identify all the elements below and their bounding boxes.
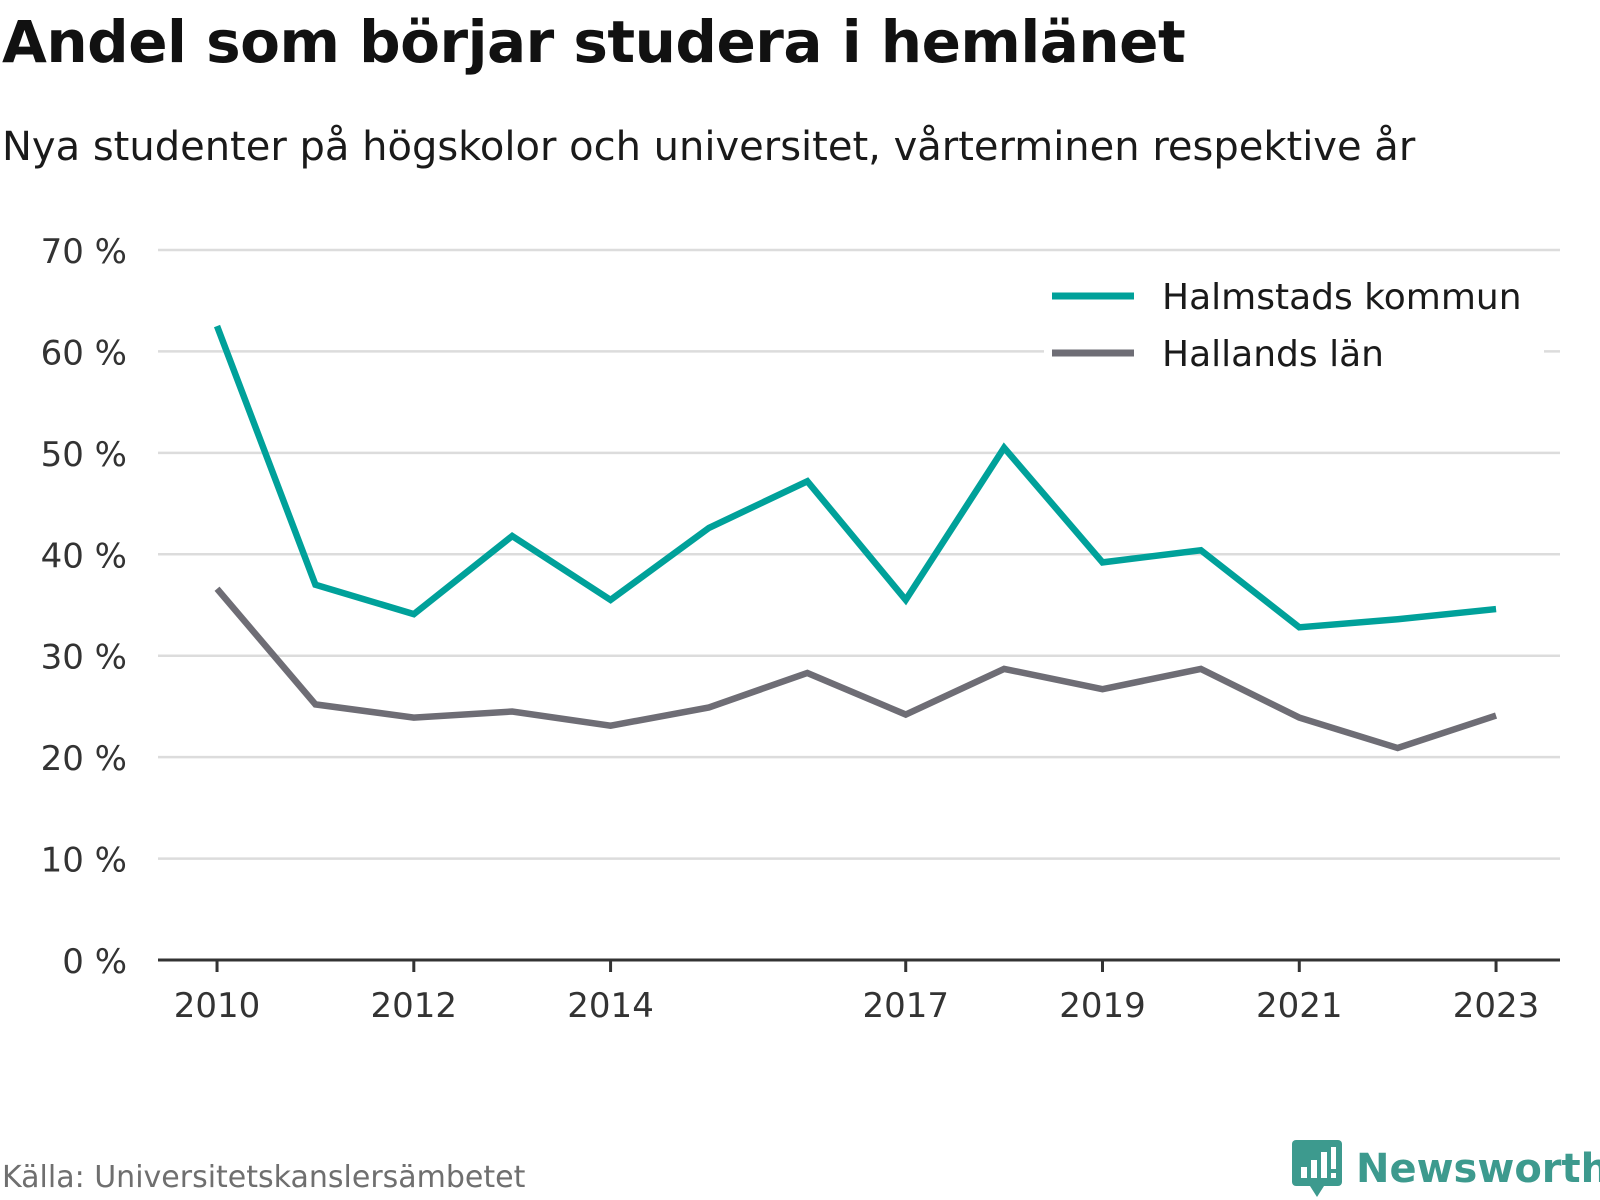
x-tick-label: 2014 <box>567 986 654 1026</box>
x-tick-label: 2010 <box>174 986 261 1026</box>
x-tick-label: 2021 <box>1256 986 1343 1026</box>
series-line-1 <box>213 324 1497 631</box>
legend-background <box>1044 266 1544 318</box>
legend-label: Hallands län <box>1162 334 1384 375</box>
line-chart: 0 % 10 % 20 % 30 % 40 % 50 % 60 % 70 % 2010 2012… <box>41 232 1560 1026</box>
legend-label: Halmstads kommun <box>1162 277 1522 318</box>
chart-title: Andel som börjar studera i hemlänet <box>2 8 1186 76</box>
x-tick-label: 2012 <box>371 986 458 1026</box>
legend-background <box>1044 323 1544 375</box>
series-lines <box>213 324 1498 752</box>
y-tick-label: 50 % <box>41 435 127 475</box>
x-tick-label: 2017 <box>862 986 949 1026</box>
y-tick-label: 10 % <box>41 841 127 881</box>
x-tick-label: 2019 <box>1059 986 1146 1026</box>
brand-name: Newsworthy <box>1356 1146 1600 1192</box>
brand-logo: Newsworthy <box>1292 1140 1600 1198</box>
x-axis: 2010 2012 2014 2017 2019 2021 2023 <box>158 958 1560 1026</box>
y-tick-label: 30 % <box>41 638 127 678</box>
chart-subtitle: Nya studenter på högskolor och universit… <box>2 124 1416 170</box>
y-tick-label: 40 % <box>41 536 127 576</box>
y-tick-label: 60 % <box>41 333 127 373</box>
y-tick-label: 0 % <box>62 942 127 982</box>
x-tick-label: 2023 <box>1453 986 1540 1026</box>
y-tick-label: 20 % <box>41 739 127 779</box>
y-tick-label: 70 % <box>41 232 127 272</box>
y-axis: 0 % 10 % 20 % 30 % 40 % 50 % 60 % 70 % <box>41 232 127 982</box>
chart-bubble-icon <box>1292 1140 1342 1197</box>
legend: Halmstads kommun Hallands län <box>1044 266 1544 375</box>
series-line-2 <box>214 586 1498 752</box>
source-note: Källa: Universitetskanslersämbetet <box>2 1160 526 1195</box>
